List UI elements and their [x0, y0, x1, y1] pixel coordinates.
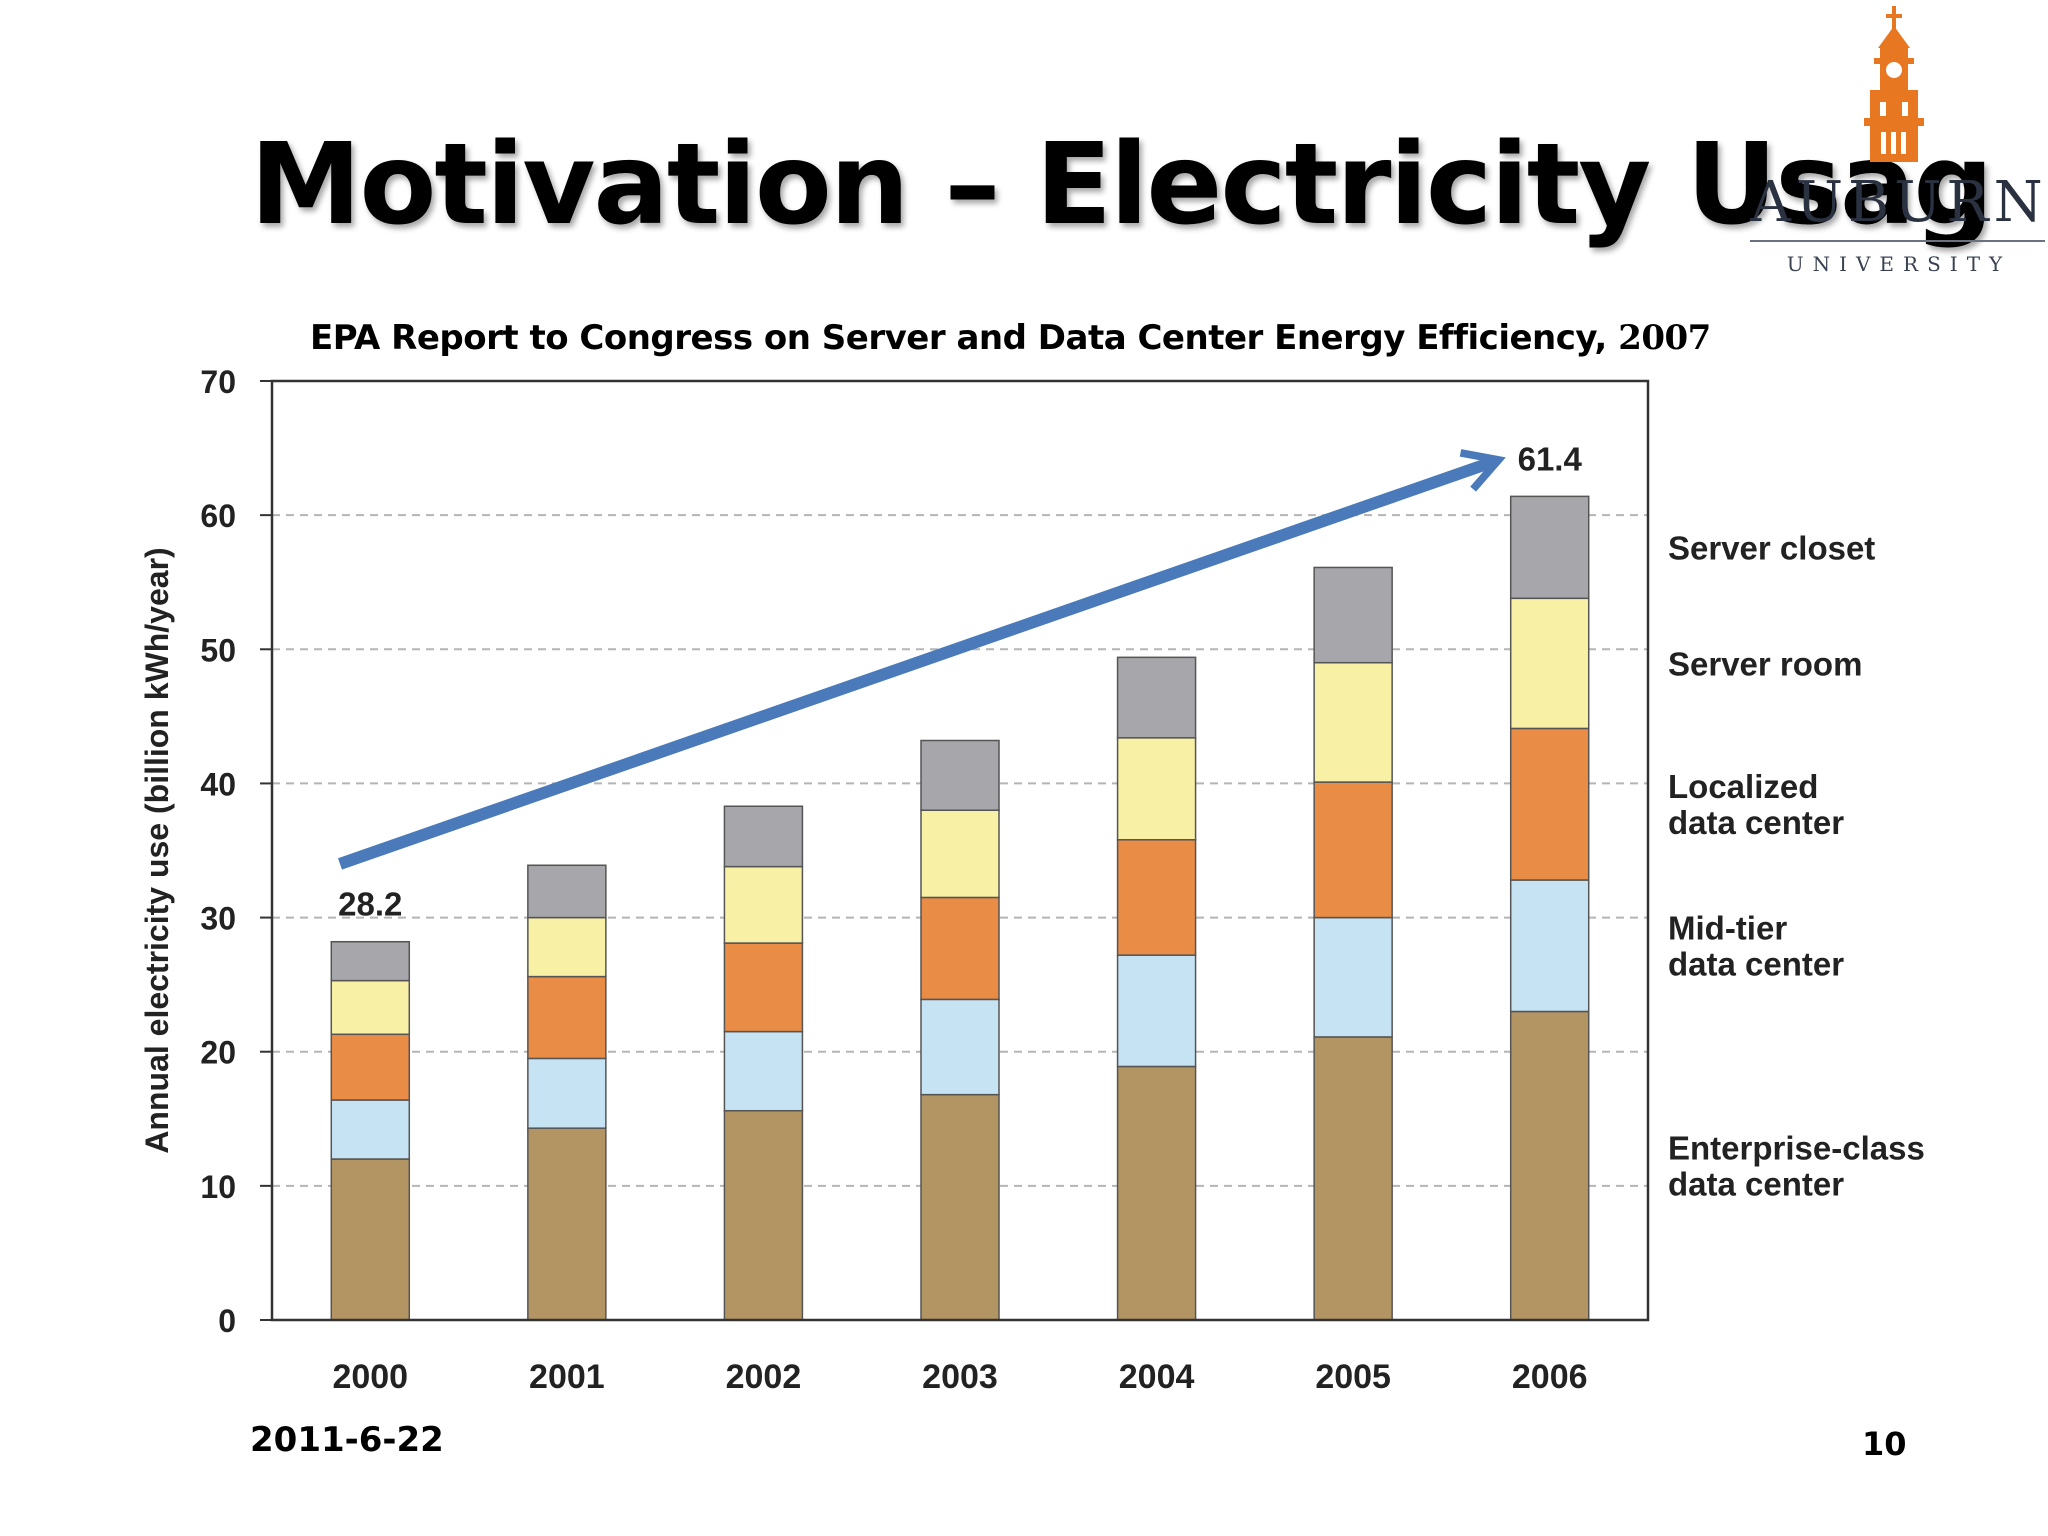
auburn-logo: AUBURN UNIVERSITY: [1740, 0, 2048, 290]
legend-label: Localized data center: [1668, 768, 1844, 841]
legend-label: Server room: [1668, 645, 1862, 682]
bar-segment: [527, 1127, 607, 1321]
x-tick-label: 2005: [1315, 1358, 1391, 1396]
bar-segment: [723, 942, 804, 1033]
bar-segment: [330, 1099, 411, 1160]
bar-segment: [1313, 661, 1393, 783]
slide-title: Motivation – Electricity Usag: [250, 120, 1994, 250]
plot-frame: [270, 379, 1650, 1322]
chart-title: EPA Report to Congress on Server and Dat…: [310, 318, 1711, 358]
bar-segment: [723, 1030, 804, 1112]
bar-segment: [330, 1158, 411, 1321]
y-tick-label: 50: [200, 632, 236, 668]
bar-segment: [1313, 1036, 1393, 1321]
bar-segment: [1509, 727, 1590, 881]
x-tick-label: 2002: [726, 1358, 802, 1396]
trend-arrow: [338, 449, 1506, 870]
bar-segment: [1509, 495, 1590, 600]
y-tick-label: 70: [200, 364, 236, 400]
bar-segment: [1116, 1065, 1197, 1321]
y-tick-label: 20: [200, 1035, 236, 1071]
bar-segment: [1509, 1010, 1590, 1321]
legend-label: Mid-tier data center: [1668, 910, 1844, 983]
bar-segment: [920, 1093, 1000, 1321]
x-tick-label: 2003: [922, 1358, 998, 1396]
bar-segment: [1116, 954, 1197, 1068]
bar-segment: [1116, 656, 1197, 739]
bar-segment: [330, 940, 411, 982]
bar-segment: [920, 896, 1000, 1001]
total-annotation: 28.2: [338, 886, 402, 923]
bar-segment: [1313, 916, 1393, 1038]
x-tick-label: 2004: [1119, 1358, 1195, 1396]
y-tick-label: 60: [200, 498, 236, 534]
bar-segment: [723, 805, 804, 868]
bar-segment: [920, 739, 1000, 812]
y-tick-label: 40: [200, 766, 236, 802]
legend-label: Enterprise-class data center: [1668, 1130, 1925, 1203]
logo-subtitle: UNIVERSITY: [1786, 252, 2012, 276]
y-tick-label: 10: [200, 1169, 236, 1205]
bar-segment: [723, 865, 804, 944]
total-annotation: 61.4: [1518, 440, 1583, 477]
logo-wordmark: AUBURN: [1750, 170, 2048, 235]
chart-title-year: 2007: [1618, 318, 1711, 358]
bar-segment: [1509, 879, 1590, 1013]
slide-date: 2011-6-22: [250, 1420, 444, 1460]
chart-title-text: EPA Report to Congress on Server and Dat…: [310, 318, 1607, 358]
bar-segment: [330, 979, 411, 1036]
y-axis-label: Annual electricity use (billion kWh/year…: [139, 547, 175, 1153]
logo-divider: [1750, 240, 2045, 242]
clock-tower-icon: [1864, 6, 1924, 162]
bar-segment: [723, 1109, 804, 1321]
bar-segment: [1509, 597, 1590, 730]
bar-segment: [920, 809, 1000, 899]
bar-segment: [1313, 566, 1393, 664]
bar-segment: [527, 916, 607, 978]
x-tick-label: 2001: [529, 1358, 605, 1396]
bar-segment: [527, 864, 607, 919]
bar-segment: [920, 998, 1000, 1096]
bar-segment: [1313, 781, 1393, 919]
bar-segment: [527, 975, 607, 1060]
page-number: 10: [1862, 1425, 1907, 1463]
y-tick-label: 30: [200, 901, 236, 937]
x-tick-label: 2006: [1512, 1358, 1588, 1396]
y-tick-label: 0: [218, 1303, 236, 1339]
x-tick-label: 2000: [332, 1358, 408, 1396]
bar-segment: [527, 1057, 607, 1129]
legend-label: Server closet: [1668, 529, 1875, 566]
bar-segment: [1116, 737, 1197, 841]
bar-segment: [1116, 839, 1197, 956]
bar-segment: [330, 1033, 411, 1101]
